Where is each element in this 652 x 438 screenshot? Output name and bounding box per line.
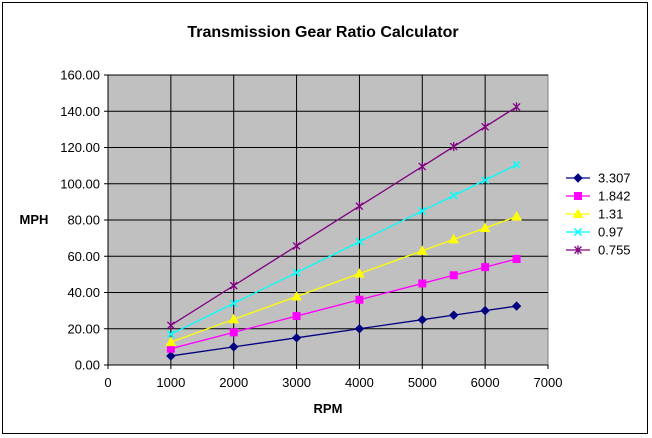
data-point (166, 351, 176, 361)
data-point (574, 192, 582, 200)
series-layer (165, 102, 522, 361)
x-tick-label: 0 (104, 375, 111, 390)
x-tick-label: 2000 (219, 375, 248, 390)
data-point (481, 176, 490, 185)
data-point (481, 263, 490, 272)
series-1.842 (166, 254, 521, 353)
data-point (573, 173, 583, 183)
legend-label: 1.31 (598, 207, 623, 222)
data-point (166, 320, 175, 330)
y-axis-title: MPH (20, 212, 49, 227)
data-point (512, 102, 521, 112)
x-axis-title: RPM (314, 401, 343, 416)
legend-item: 3.307 (566, 171, 631, 186)
y-tick-label: 20.00 (67, 321, 100, 336)
data-point (165, 336, 177, 347)
legend-label: 1.842 (598, 189, 631, 204)
data-point (229, 299, 238, 308)
series-0.97 (166, 160, 521, 339)
data-point (418, 206, 427, 215)
series-3.307 (166, 301, 522, 361)
data-point (416, 245, 428, 255)
data-point (292, 241, 301, 251)
tick-labels: 0.00 20.00 40.00 60.00 80.00 100.00 120.00 140.… (60, 68, 562, 391)
y-tick-label: 60.00 (67, 249, 100, 264)
data-point (449, 310, 459, 320)
data-point (229, 281, 238, 291)
series-line (170, 106, 517, 326)
legend-item: 0.755 (566, 243, 631, 258)
data-point (449, 271, 458, 280)
data-point (479, 222, 491, 232)
axes (104, 74, 549, 369)
y-tick-label: 120.00 (60, 140, 100, 155)
data-point (512, 160, 521, 169)
data-point (417, 314, 427, 325)
data-point (292, 312, 301, 321)
chart-title: Transmission Gear Ratio Calculator (187, 24, 458, 41)
data-point (511, 211, 522, 221)
x-tick-label: 4000 (345, 375, 374, 390)
data-point (481, 122, 490, 132)
data-point (573, 227, 583, 237)
data-point (512, 254, 521, 263)
data-point (229, 342, 239, 352)
x-tick-label: 7000 (534, 375, 563, 390)
legend-label: 0.97 (598, 225, 623, 240)
y-tick-label: 0.00 (75, 358, 100, 373)
data-point (449, 191, 458, 200)
y-tick-label: 140.00 (60, 104, 100, 119)
y-tick-label: 100.00 (60, 176, 100, 191)
data-point (291, 333, 302, 343)
data-point (166, 330, 175, 339)
series-line (170, 215, 517, 343)
data-point (354, 324, 365, 334)
series-1.31 (165, 211, 522, 347)
data-point (355, 295, 364, 304)
data-point (354, 268, 365, 278)
data-point (292, 268, 301, 277)
series-0.755 (166, 102, 521, 330)
data-point (228, 313, 240, 324)
data-point (418, 162, 427, 172)
x-tick-label: 5000 (408, 375, 437, 390)
data-point (355, 237, 364, 246)
legend-item: 0.97 (566, 225, 623, 240)
data-point (574, 245, 582, 255)
y-tick-label: 40.00 (67, 285, 100, 300)
series-line (170, 305, 517, 357)
legend-item: 1.842 (566, 189, 631, 204)
legend-label: 3.307 (598, 171, 631, 186)
data-point (449, 142, 458, 152)
data-point (291, 290, 302, 301)
series-line (170, 164, 517, 335)
series-line (170, 258, 517, 350)
y-tick-label: 160.00 (60, 68, 100, 83)
legend: 3.307 1.842 1.31 0.97 0.755 (566, 171, 631, 258)
data-point (418, 279, 427, 288)
x-tick-label: 3000 (282, 375, 311, 390)
data-point (229, 328, 238, 337)
data-point (511, 301, 522, 311)
legend-item: 1.31 (566, 207, 623, 222)
y-tick-label: 80.00 (67, 213, 100, 228)
data-point (572, 208, 584, 218)
data-point (480, 305, 490, 316)
data-point (166, 344, 175, 353)
data-point (355, 201, 364, 211)
x-tick-label: 1000 (156, 375, 185, 390)
legend-label: 0.755 (598, 243, 631, 258)
data-point (448, 233, 460, 244)
x-tick-label: 6000 (471, 375, 500, 390)
